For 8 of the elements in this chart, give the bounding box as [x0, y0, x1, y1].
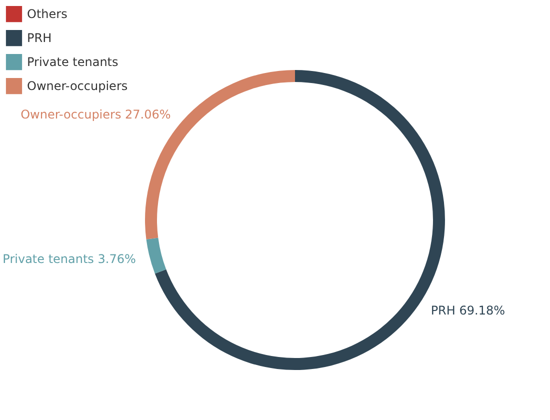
legend-label: Private tenants	[27, 55, 118, 69]
donut-slice	[146, 238, 166, 274]
legend-label: PRH	[27, 31, 52, 45]
legend-label: Owner-occupiers	[27, 79, 128, 93]
data-label: PRH 69.18%	[430, 304, 505, 318]
legend-label: Others	[27, 7, 68, 21]
data-label: Private tenants 3.76%	[2, 252, 136, 266]
data-label: Owner-occupiers 27.06%	[20, 107, 171, 122]
